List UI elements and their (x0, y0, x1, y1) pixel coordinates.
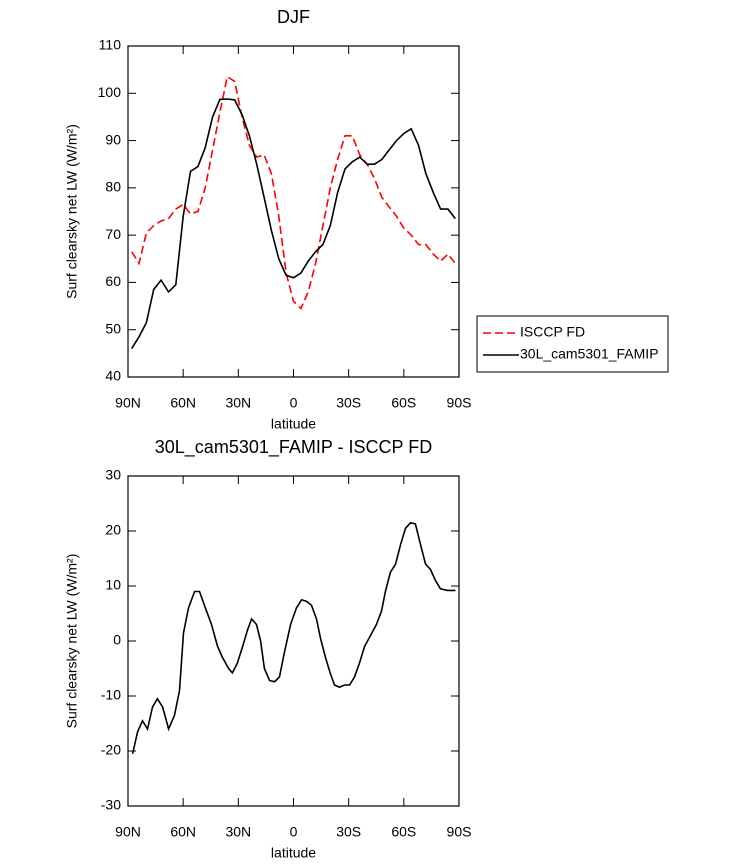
y-tick-label: 90 (105, 131, 121, 147)
x-tick-label: 60N (170, 824, 196, 840)
x-axis-label: latitude (271, 845, 316, 861)
x-tick-label: 90S (447, 395, 472, 411)
y-tick-label: 10 (105, 577, 121, 593)
y-axis-label: Surf clearsky net LW (W/m²) (64, 554, 80, 729)
y-axis-label: Surf clearsky net LW (W/m²) (64, 124, 80, 299)
y-tick-label: 0 (113, 632, 121, 648)
data-line (131, 521, 456, 754)
x-tick-label: 0 (290, 395, 298, 411)
plot-frame (127, 475, 460, 807)
legend-box (476, 315, 669, 373)
y-tick-label: 70 (105, 226, 121, 242)
y-tick-label: -30 (101, 797, 121, 813)
legend-label: 30L_cam5301_FAMIP (520, 346, 659, 362)
y-tick-label: 100 (98, 84, 122, 100)
x-tick-label: 30N (225, 824, 251, 840)
data-line (131, 98, 456, 350)
x-tick-label: 30S (336, 824, 361, 840)
x-tick-label: 90S (447, 824, 472, 840)
x-tick-label: 30S (336, 395, 361, 411)
x-tick-label: 0 (290, 824, 298, 840)
x-tick-label: 90N (115, 824, 141, 840)
y-tick-label: 110 (99, 37, 122, 53)
data-line (131, 75, 456, 310)
y-tick-label: 80 (105, 179, 121, 195)
y-tick-label: 60 (105, 273, 121, 289)
x-tick-label: 60S (391, 824, 416, 840)
plot-frame (127, 45, 460, 378)
y-tick-label: 40 (105, 368, 121, 384)
x-tick-label: 60S (391, 395, 416, 411)
x-tick-label: 90N (115, 395, 141, 411)
x-axis-label: latitude (271, 416, 316, 432)
y-tick-label: 50 (105, 320, 121, 336)
x-tick-label: 30N (225, 395, 251, 411)
chart-title: 30L_cam5301_FAMIP - ISCCP FD (155, 437, 432, 458)
y-tick-label: -10 (101, 687, 121, 703)
y-tick-label: 20 (105, 522, 121, 538)
x-tick-label: 60N (170, 395, 196, 411)
y-tick-label: 30 (105, 467, 121, 483)
chart-title: DJF (277, 7, 310, 27)
y-tick-label: -20 (101, 742, 121, 758)
legend-label: ISCCP FD (520, 324, 585, 340)
